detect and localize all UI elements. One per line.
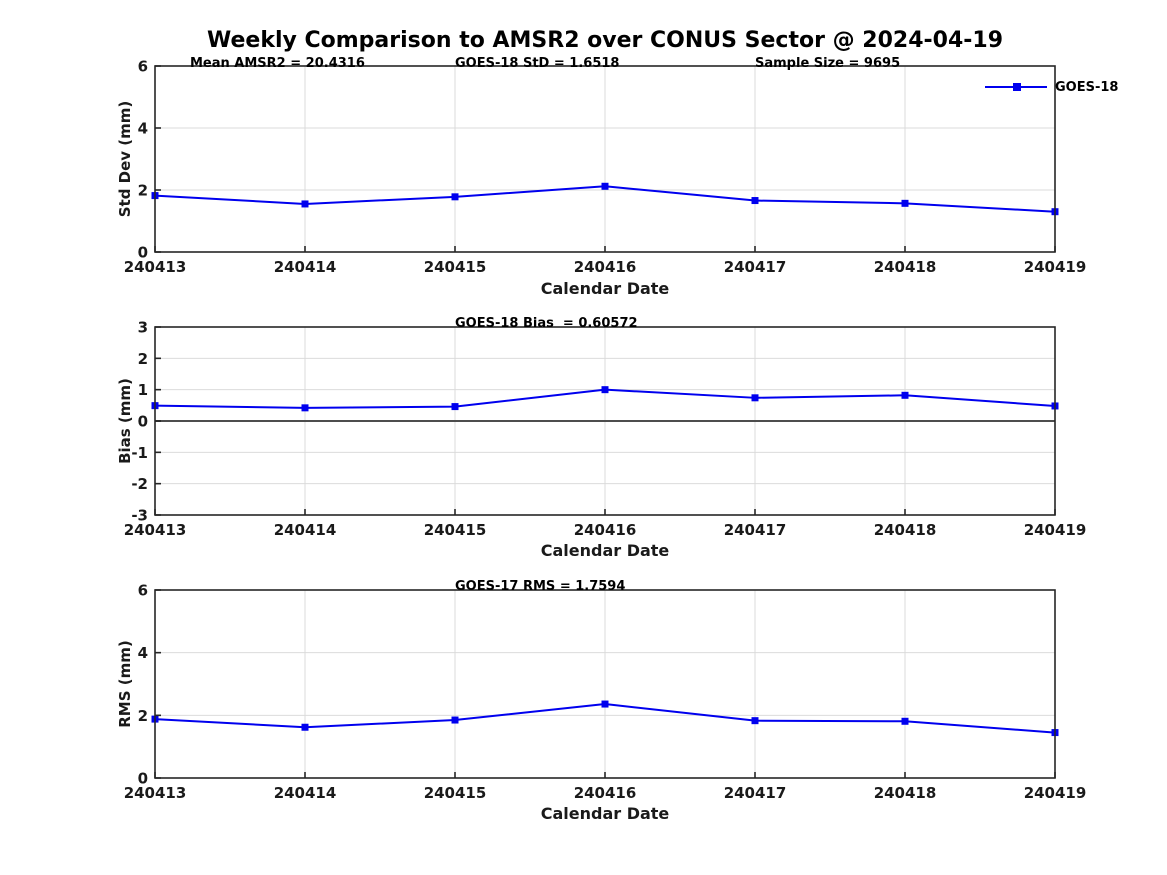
data-point-marker (751, 717, 759, 725)
y-tick-label: 6 (138, 582, 148, 600)
data-point-marker (301, 404, 309, 412)
x-tick-label: 240419 (1024, 258, 1087, 276)
legend-label: GOES-18 (1055, 80, 1119, 95)
annotation-goes18-std: GOES-18 StD = 1.6518 (455, 56, 620, 71)
y-tick-label: 3 (138, 319, 148, 337)
x-tick-label: 240418 (874, 521, 937, 539)
data-point-marker (301, 723, 309, 731)
x-tick-label: 240418 (874, 784, 937, 802)
data-point-marker (301, 200, 309, 208)
figure-title: Weekly Comparison to AMSR2 over CONUS Se… (207, 28, 1003, 53)
x-tick-label: 240417 (724, 784, 787, 802)
data-point-marker (451, 193, 459, 201)
legend-square-marker-icon (1013, 83, 1021, 91)
annotation-mean-amsr2: Mean AMSR2 = 20.4316 (190, 56, 365, 71)
x-tick-label: 240416 (574, 258, 637, 276)
rms-plot-svg: 0 2 4 6 240413 240414 240415 240416 240417 240418… (124, 582, 1087, 803)
x-tick-label: 240414 (274, 784, 337, 802)
y-tick-label: 1 (138, 381, 148, 399)
y-tick-label: -3 (131, 507, 148, 525)
y-tick-label: -1 (131, 444, 148, 462)
x-tick-label: 240416 (574, 784, 637, 802)
data-point-marker (751, 197, 759, 205)
y-tick-label: 2 (138, 182, 148, 200)
x-tick-label: 240415 (424, 258, 487, 276)
data-point-marker (601, 386, 609, 394)
data-point-marker (751, 394, 759, 402)
data-point-marker (601, 700, 609, 708)
annotation-sample-size: Sample Size = 9695 (755, 56, 901, 71)
x-tick-label: 240414 (274, 521, 337, 539)
x-tick-label: 240417 (724, 521, 787, 539)
data-point-marker (901, 391, 909, 399)
x-tick-label: 240416 (574, 521, 637, 539)
x-axis-label: Calendar Date (540, 541, 670, 560)
y-tick-label: 2 (138, 707, 148, 725)
data-point-marker (901, 199, 909, 207)
data-point-marker (451, 403, 459, 411)
data-point-marker (451, 716, 459, 724)
data-point-marker (901, 717, 909, 725)
annotation-goes17-rms: GOES-17 RMS = 1.7594 (455, 579, 626, 594)
y-tick-label: 0 (138, 413, 148, 431)
x-tick-label: 240415 (424, 521, 487, 539)
x-tick-label: 240414 (274, 258, 337, 276)
x-tick-label: 240415 (424, 784, 487, 802)
x-tick-label: 240417 (724, 258, 787, 276)
bias-plot-svg: -3 -2 -1 0 1 2 3 240413 240414 240415 240416 240417… (124, 319, 1087, 540)
x-tick-label: 240419 (1024, 784, 1087, 802)
stddev-plot-svg: 0 2 4 6 240413 240414 240415 240416 240417 240418… (124, 58, 1087, 277)
annotation-goes18-bias: GOES-18 Bias = 0.60572 (455, 316, 638, 331)
y-tick-label: 2 (138, 350, 148, 368)
y-tick-label: 0 (138, 244, 148, 262)
y-tick-label: 0 (138, 770, 148, 788)
x-tick-label: 240419 (1024, 521, 1087, 539)
data-point-marker (601, 182, 609, 190)
x-axis-label: Calendar Date (540, 279, 670, 298)
y-tick-label: 6 (138, 58, 148, 76)
x-tick-label: 240413 (124, 521, 187, 539)
y-tick-label: 4 (138, 120, 148, 138)
x-tick-label: 240413 (124, 258, 187, 276)
x-tick-label: 240413 (124, 784, 187, 802)
x-axis-label: Calendar Date (540, 804, 670, 823)
x-tick-label: 240418 (874, 258, 937, 276)
y-tick-label: -2 (131, 475, 148, 493)
y-tick-label: 4 (138, 644, 148, 662)
